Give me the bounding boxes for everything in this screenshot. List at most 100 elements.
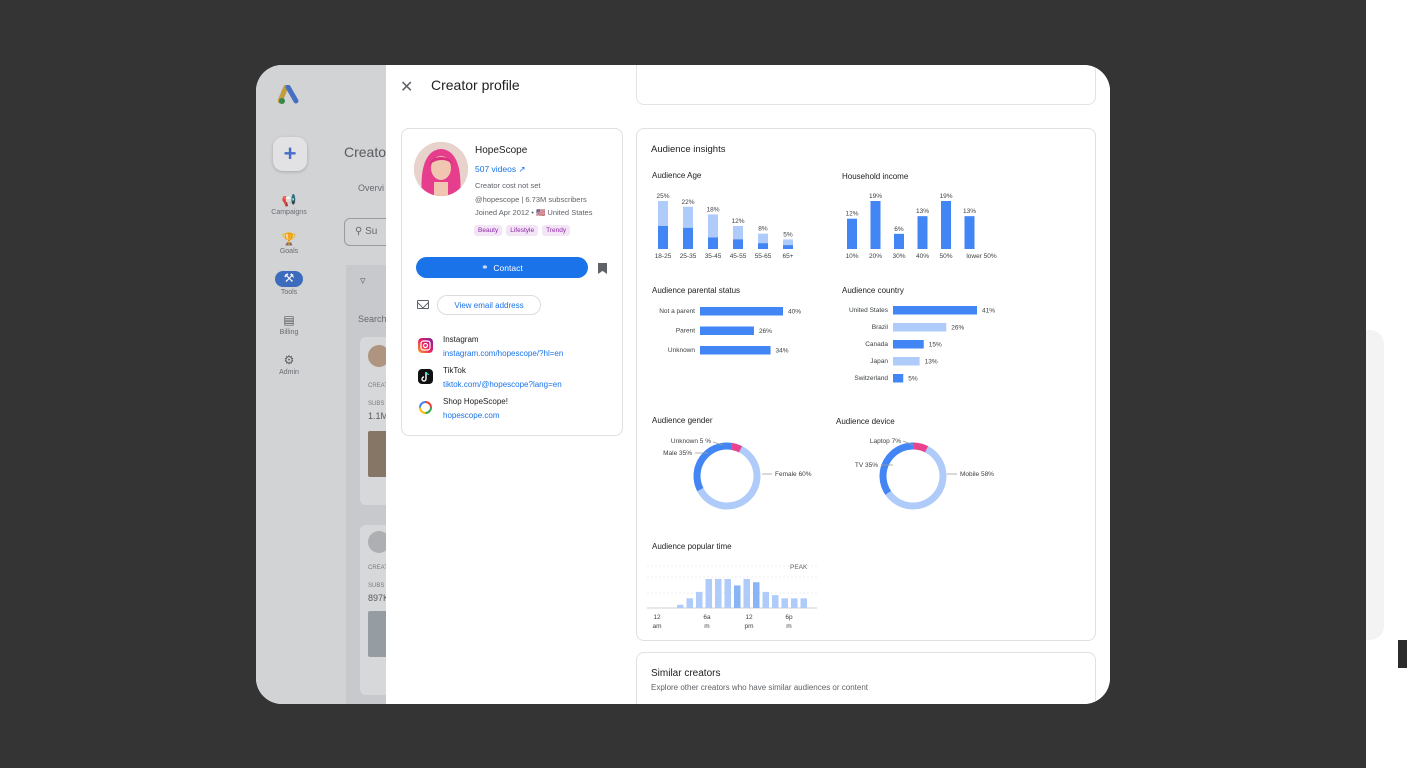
nav-goals[interactable]: 🏆 Goals [264,232,314,255]
bar [696,591,703,608]
bar-value-label: 13% [963,208,976,215]
slice [693,442,733,492]
category-label: Switzerland [854,375,888,382]
credit-card-icon: ▤ [283,313,295,327]
card-label: CREAT [368,565,388,571]
tiktok-link[interactable]: tiktok.com/@hopescope?lang=en [443,380,562,389]
bar-value-label: 34% [776,348,789,355]
nav-label: Goals [279,248,299,255]
contact-button[interactable]: ⚭ Contact [416,257,588,278]
scrim [256,65,386,704]
slice [731,442,743,453]
bar [700,326,754,335]
bar-value-label: 8% [758,226,768,233]
tag-list: Beauty Lifestyle Trendy [474,225,571,236]
category-label: Canada [865,341,888,348]
social-name: TikTok [443,366,466,375]
bar-value-label: 26% [951,325,964,332]
social-name: Shop HopeScope! [443,397,508,406]
contact-icon: ⚭ [481,262,489,272]
bar-value-label: 13% [916,208,929,215]
nav-label: Tools [280,289,298,296]
gender-chart: Female 60% Male 35% Unknown 5 % [663,438,812,510]
nav-admin[interactable]: ⚙ Admin [264,353,314,376]
search-label: Search [358,314,387,324]
card-value: 1.1M [368,411,389,421]
gender-title: Audience gender [652,416,713,425]
create-button[interactable]: + [273,137,307,171]
bar-dark [658,225,668,249]
creator-profile-drawer: ✕ Creator profile HopeScope 507 videos ↗… [386,65,1110,704]
country-title: Audience country [842,286,904,295]
bar [847,218,857,249]
bar [870,201,881,249]
view-email-button[interactable]: View email address [437,295,541,315]
avatar [414,142,468,196]
profile-card: HopeScope 507 videos ↗ Creator cost not … [401,128,623,436]
avatar [368,345,390,367]
bar-light [683,206,693,249]
adjacent-card [1366,330,1384,640]
x-tick-label: 6p [785,614,793,621]
category-label: Not a parent [659,308,695,315]
videos-link[interactable]: 507 videos ↗ [475,164,526,175]
bar-value-label: 19% [869,193,882,200]
bookmark-icon[interactable] [598,263,607,274]
tab-overview[interactable]: Overvi [358,183,385,193]
bar [800,598,807,608]
bar [917,216,928,249]
bar-value-label: 41% [982,308,995,315]
x-tick-label: 12 [745,614,753,621]
bar-light [708,214,718,249]
bar-value-label: 25% [656,193,669,200]
slice-label: Female 60% [775,471,812,478]
bar [686,598,693,608]
social-name: Instagram [443,335,479,344]
card-label: CREAT [368,383,388,389]
x-tick-label: 45-55 [730,253,747,260]
bar [700,346,771,355]
bar [893,306,977,315]
bar-value-label: 18% [706,206,719,213]
x-tick-label: 25-35 [680,253,697,260]
bar [964,216,975,249]
parental-chart: Not a parent 40% Parent 26% Unknown 34% [659,307,801,355]
instagram-link[interactable]: instagram.com/hopescope/?hl=en [443,349,564,358]
bar [724,579,731,608]
card-sub: SUBS [368,401,385,407]
video-thumbnail [368,611,388,657]
category-label: Parent [676,328,695,335]
nav-billing[interactable]: ▤ Billing [264,313,314,336]
close-icon[interactable]: ✕ [400,79,414,96]
creator-handle: @hopescope | 6.73M subscribers [475,195,587,204]
ads-logo-icon [278,85,299,104]
x-tick-label: 55-65 [755,253,772,260]
x-tick-label: 65+ [782,253,793,260]
tiktok-icon [418,369,433,384]
bar-value-label: 26% [759,328,772,335]
nav-campaigns[interactable]: 📢 Campaigns [264,193,314,216]
shop-link[interactable]: hopescope.com [443,411,500,420]
filter-icon[interactable]: ▿ [360,275,366,287]
x-tick-label: 35-45 [705,253,722,260]
bar [893,323,947,332]
videos-count: 507 videos [475,164,517,174]
x-tick-label: 40% [916,253,929,260]
adjacent-strip [1398,640,1407,668]
bar [700,307,783,316]
bar-value-label: 40% [788,309,801,316]
device-title: Audience device [836,417,895,426]
tag-trendy: Trendy [542,225,571,236]
similar-creators-card: Similar creators Explore other creators … [636,652,1096,704]
parental-title: Audience parental status [652,286,741,295]
category-label: Brazil [872,324,889,331]
search-icon: ⚲ [355,226,363,237]
nav-label: Billing [279,329,299,336]
bar-light [758,233,768,249]
bar-value-label: 19% [939,193,952,200]
search-text: Su [365,226,378,237]
slice-label: Laptop 7% [870,438,901,445]
bar-dark [783,245,793,249]
nav-tools[interactable]: ⚒ Tools [264,271,314,296]
x-tick-label: lower 50% [966,253,997,260]
